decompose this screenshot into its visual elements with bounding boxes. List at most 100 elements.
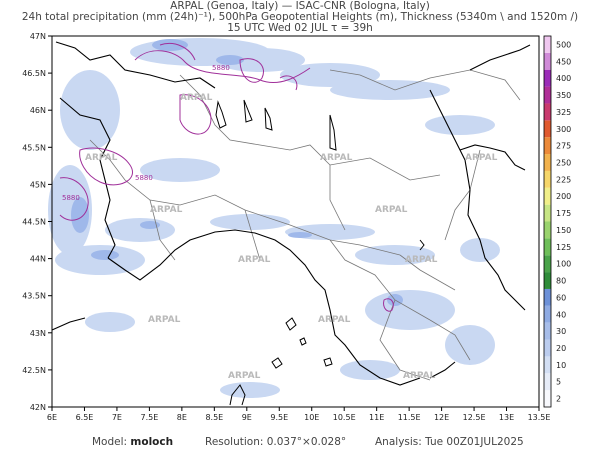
lon-label: 6.5E xyxy=(76,413,94,422)
colorbar-label: 10 xyxy=(556,361,566,370)
colorbar-label: 400 xyxy=(556,74,571,83)
coastlines xyxy=(51,41,531,386)
header-line-3: 15 UTC Wed 02 JUL τ = 39h xyxy=(227,22,373,34)
lat-label: 43N xyxy=(30,329,46,338)
lat-label: 42N xyxy=(30,403,46,412)
lon-label: 12E xyxy=(434,413,449,422)
latitude-axis: 47N 46.5N 46N 45.5N 45N 44.5N 44N 43.5N 43N 42.5N… xyxy=(22,32,52,412)
contour-label: 5880 xyxy=(62,194,80,202)
colorbar-swatch xyxy=(544,154,551,171)
colorbar-swatch xyxy=(544,272,551,289)
colorbar-swatch xyxy=(544,373,551,391)
colorbar-label: 2 xyxy=(556,395,561,404)
colorbar-swatch xyxy=(544,305,551,323)
colorbar-label: 300 xyxy=(556,125,571,134)
colorbar-label: 225 xyxy=(556,175,571,184)
lat-label: 45N xyxy=(30,180,46,189)
contour-label: 5880 xyxy=(212,64,230,72)
colorbar-swatch xyxy=(544,36,551,53)
lon-label: 10E xyxy=(304,413,319,422)
arpal-watermark: ARPAL xyxy=(238,255,271,265)
colorbar-swatch xyxy=(544,69,551,87)
lon-label: 9E xyxy=(242,413,252,422)
lat-label: 46N xyxy=(30,106,46,115)
colorbar-swatch xyxy=(544,339,551,357)
model-value: moloch xyxy=(130,436,174,448)
lon-label: 7.5E xyxy=(141,413,159,422)
colorbar-swatch xyxy=(544,238,551,256)
contour-label: 5880 xyxy=(135,174,153,182)
colorbar-swatch xyxy=(544,137,551,155)
arpal-watermark: ARPAL xyxy=(150,205,183,215)
watermark-layer: ARPAL ARPAL ARPAL ARPAL ARPAL ARPAL ARPA… xyxy=(85,93,498,381)
colorbar-swatch xyxy=(544,288,551,306)
colorbar-label: 350 xyxy=(556,91,571,100)
colorbar-swatch xyxy=(544,86,551,104)
colorbar-label: 450 xyxy=(556,57,571,66)
lon-label: 13E xyxy=(499,413,514,422)
arpal-watermark: ARPAL xyxy=(320,153,353,163)
islands xyxy=(229,239,425,406)
colorbar-label: 40 xyxy=(556,310,566,319)
colorbar-swatch xyxy=(544,170,551,188)
precipitation-shading xyxy=(48,38,500,398)
colorbar-swatch xyxy=(544,204,551,222)
colorbar-label: 275 xyxy=(556,142,571,151)
arpal-watermark: ARPAL xyxy=(148,315,181,325)
arpal-watermark: ARPAL xyxy=(405,255,438,265)
analysis-info: Analysis: Tue 00Z01JUL2025 xyxy=(375,436,524,448)
model-info: Model: moloch xyxy=(92,436,173,448)
lat-label: 43.5N xyxy=(22,292,46,301)
lon-label: 8E xyxy=(177,413,187,422)
lon-label: 13.5E xyxy=(528,413,551,422)
colorbar-label: 5 xyxy=(556,378,561,387)
geopotential-contours xyxy=(59,43,394,312)
colorbar-label: 325 xyxy=(556,108,571,117)
colorbar-label: 125 xyxy=(556,243,571,252)
arpal-watermark: ARPAL xyxy=(403,371,436,381)
lon-label: 6E xyxy=(47,413,57,422)
header-line-2: 24h total precipitation (mm (24h)⁻¹), 50… xyxy=(21,11,579,23)
arpal-watermark: ARPAL xyxy=(318,315,351,325)
region-borders xyxy=(89,69,521,381)
colorbar-swatch xyxy=(544,103,551,121)
colorbar-swatch xyxy=(544,120,551,138)
model-label: Model: xyxy=(92,436,128,448)
colorbar-label: 175 xyxy=(556,209,571,218)
colorbar-swatch xyxy=(544,322,551,340)
colorbar-swatch xyxy=(544,221,551,239)
arpal-watermark: ARPAL xyxy=(228,371,261,381)
precipitation-map: 5880 5880 5880 ARPAL ARPAL ARPAL ARPAL A… xyxy=(22,32,571,422)
colorbar-label: 30 xyxy=(556,327,566,336)
colorbar-label: 500 xyxy=(556,40,571,49)
lon-label: 7E xyxy=(112,413,122,422)
arpal-watermark: ARPAL xyxy=(85,153,118,163)
lon-label: 9.5E xyxy=(270,413,288,422)
colorbar-label: 250 xyxy=(556,158,571,167)
colorbar-swatch xyxy=(544,390,551,407)
lon-label: 8.5E xyxy=(205,413,223,422)
colorbar-label: 150 xyxy=(556,226,571,235)
lon-label: 11E xyxy=(369,413,384,422)
colorbar-label: 20 xyxy=(556,344,566,353)
contour-labels: 5880 5880 5880 xyxy=(62,64,230,202)
lat-label: 45.5N xyxy=(22,143,46,152)
colorbar-frame xyxy=(543,35,552,408)
colorbar-label: 60 xyxy=(556,293,566,302)
lat-label: 44.5N xyxy=(22,218,46,227)
lat-label: 46.5N xyxy=(22,69,46,78)
lon-label: 11.5E xyxy=(398,413,421,422)
colorbar-label: 100 xyxy=(556,260,571,269)
colorbar-label: 200 xyxy=(556,192,571,201)
colorbar-swatch xyxy=(544,356,551,374)
arpal-watermark: ARPAL xyxy=(465,153,498,163)
colorbar-swatch xyxy=(544,187,551,205)
colorbar-swatch xyxy=(544,52,551,70)
lon-label: 10.5E xyxy=(333,413,356,422)
lat-label: 42.5N xyxy=(22,366,46,375)
arpal-watermark: ARPAL xyxy=(180,93,213,103)
lakes xyxy=(215,99,337,151)
lon-label: 12.5E xyxy=(463,413,486,422)
lat-label: 44N xyxy=(30,255,46,264)
colorbar: 2 5 10 20 30 40 60 80 100 125 150 175 200 225 250 275 30… xyxy=(543,35,571,408)
